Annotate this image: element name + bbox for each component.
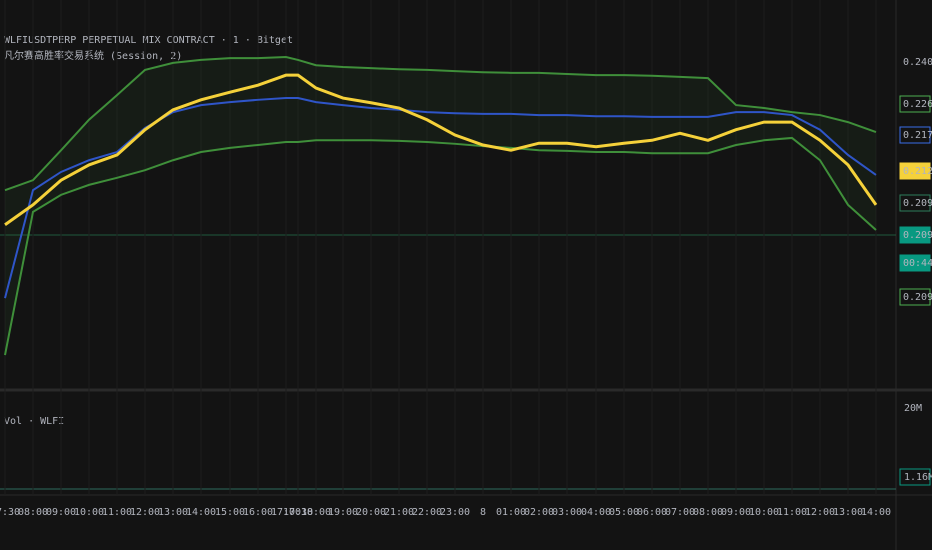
price-label-box xyxy=(899,254,931,272)
price-label: 0.2097 xyxy=(903,198,932,209)
price-label-box xyxy=(899,162,931,180)
x-tick-label: 05:00 xyxy=(609,507,639,518)
x-tick-label: 21:00 xyxy=(384,507,414,518)
x-tick-label: 08:00 xyxy=(693,507,723,518)
x-tick-label: 13:00 xyxy=(833,507,863,518)
x-tick-label: 17:00 xyxy=(271,507,301,518)
x-tick-label: 22:00 xyxy=(412,507,442,518)
x-tick-label: 14:00 xyxy=(186,507,216,518)
x-tick-label: 01:00 xyxy=(496,507,526,518)
x-tick-label: 12:00 xyxy=(130,507,160,518)
x-tick-label: 09:00 xyxy=(721,507,751,518)
price-label-box xyxy=(899,194,931,212)
indicator-title: 凡尔赛高胜率交易系统 (Session, 2) xyxy=(4,49,182,62)
x-tick-label: 13:00 xyxy=(158,507,188,518)
x-tick-label: 14:00 xyxy=(861,507,891,518)
price-label: 0.2268 xyxy=(903,99,932,110)
x-tick-label: 06:00 xyxy=(637,507,667,518)
x-tick-label: 08:00 xyxy=(18,507,48,518)
volume-title: Vol · WLFI xyxy=(4,416,64,427)
x-tick-label: 10:00 xyxy=(749,507,779,518)
series-line xyxy=(4,55,877,192)
x-tick-label: 23:00 xyxy=(440,507,470,518)
band-fill xyxy=(5,56,876,356)
x-tick-label: 19:00 xyxy=(328,507,358,518)
price-label: 0.2096 xyxy=(903,230,932,241)
volume-current-label: 1.16M xyxy=(904,472,932,483)
price-label-box xyxy=(899,226,931,244)
series-line xyxy=(4,136,877,356)
x-tick-label: 10:00 xyxy=(74,507,104,518)
x-tick-label: 20:00 xyxy=(356,507,386,518)
price-label-box xyxy=(899,126,931,144)
x-tick-label: 12:00 xyxy=(805,507,835,518)
x-tick-label: 11:00 xyxy=(102,507,132,518)
x-tick-label: 11:00 xyxy=(777,507,807,518)
x-tick-label: 03:00 xyxy=(552,507,582,518)
chart-title: WLFIUSDTPERP PERPETUAL MIX CONTRACT · 1 … xyxy=(4,35,293,46)
price-label-box xyxy=(899,95,931,113)
series-line xyxy=(4,73,878,226)
price-label-box xyxy=(899,288,931,306)
x-tick-label: 17:30 xyxy=(283,507,313,518)
x-tick-label: 02:00 xyxy=(524,507,554,518)
price-label: 0.2126 xyxy=(903,166,932,177)
x-tick-label: 18:00 xyxy=(301,507,331,518)
price-label: 00:44 xyxy=(903,258,932,269)
x-tick-label: 15:00 xyxy=(215,507,245,518)
x-tick-label: 07:00 xyxy=(665,507,695,518)
volume-label-box xyxy=(899,468,931,486)
x-tick-label: 07:30 xyxy=(0,507,20,518)
x-tick-label: 16:00 xyxy=(243,507,273,518)
volume-max-label: 20M xyxy=(904,403,922,414)
price-label: 0.2179 xyxy=(903,130,932,141)
x-tick-label: 04:00 xyxy=(581,507,611,518)
x-tick-label: 8 xyxy=(480,507,486,518)
x-tick-label: 09:00 xyxy=(46,507,76,518)
